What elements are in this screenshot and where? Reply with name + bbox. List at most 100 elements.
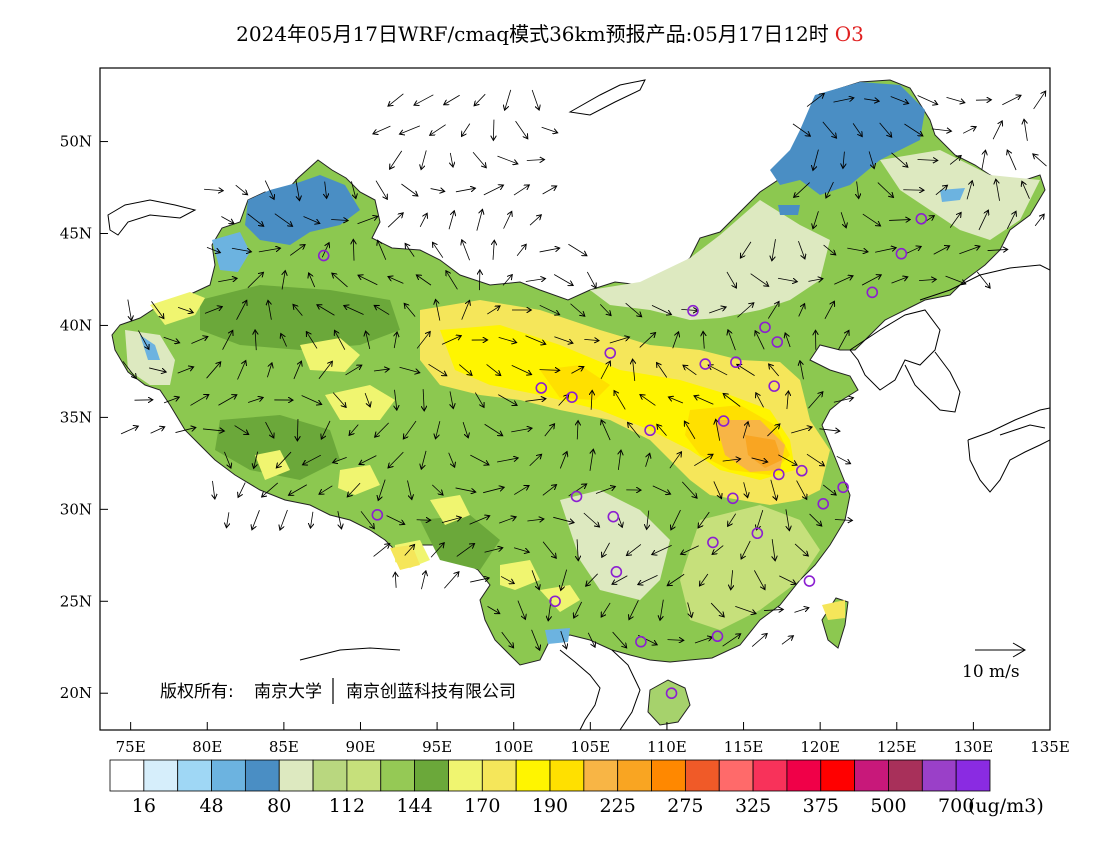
wind-vector — [212, 480, 214, 499]
wind-vector — [309, 273, 316, 288]
wind-vector — [584, 339, 599, 340]
wind-vector — [444, 94, 460, 104]
city-marker — [795, 464, 808, 477]
wind-vector — [531, 629, 540, 650]
colorbar-swatch — [752, 759, 788, 792]
wind-vector — [933, 246, 950, 255]
city-marker — [687, 304, 699, 317]
wind-vector — [318, 361, 332, 379]
lon-tick-label: 100E — [494, 738, 534, 756]
wind-vector — [357, 216, 378, 225]
wind-vector — [541, 126, 558, 133]
wind-vector — [234, 425, 249, 435]
wind-vector — [497, 458, 518, 463]
wind-vector — [177, 367, 194, 374]
wind-vector — [289, 484, 307, 496]
wind-vector — [798, 304, 805, 317]
wind-vector — [470, 578, 489, 583]
wind-vector — [570, 303, 585, 317]
wind-vector — [190, 395, 208, 406]
wind-vector — [833, 98, 853, 103]
wind-vector — [262, 482, 279, 497]
wind-vector — [764, 609, 783, 610]
wind-vector — [667, 573, 685, 586]
wind-vector — [441, 517, 461, 524]
wind-vector — [282, 271, 285, 290]
city-marker — [570, 490, 583, 503]
wind-vector — [390, 150, 403, 169]
wind-vector — [716, 419, 721, 441]
wind-vector — [531, 89, 539, 110]
lat-tick-label: 50N — [60, 133, 92, 151]
wind-vector — [561, 569, 568, 591]
wind-vector — [794, 182, 810, 198]
wind-vector — [946, 96, 965, 102]
wind-vector — [794, 608, 808, 613]
wind-vector — [819, 429, 839, 431]
wind-vector — [824, 301, 834, 320]
wind-vector — [1007, 150, 1017, 171]
wind-vector — [722, 459, 741, 461]
colorbar-unit: (ug/m3) — [968, 795, 1044, 817]
city-marker — [371, 509, 384, 521]
wind-vector — [601, 602, 611, 617]
wind-vector — [516, 244, 526, 256]
wind-vector — [319, 485, 333, 494]
lon-tick-label: 130E — [954, 738, 994, 756]
wind-vector — [935, 185, 948, 196]
wind-vector — [777, 277, 797, 281]
wind-vector — [274, 213, 293, 227]
wind-vector — [483, 185, 504, 196]
wind-vector — [421, 450, 427, 469]
wind-vector — [625, 302, 642, 317]
wind-vector — [394, 332, 397, 349]
wind-vector — [497, 155, 517, 164]
wind-vector — [517, 600, 525, 620]
wind-vector — [966, 181, 972, 200]
wind-vector — [638, 575, 658, 584]
neighbor-borders — [107, 79, 1050, 730]
colorbar-swatch — [109, 759, 145, 792]
wind-vector — [430, 189, 445, 192]
wind-vector — [419, 213, 427, 227]
wind-vector — [591, 390, 592, 410]
wind-vector — [1033, 154, 1047, 167]
wind-vector — [905, 246, 921, 254]
wind-vector — [331, 219, 348, 220]
wind-vector — [864, 99, 879, 101]
wind-vector — [996, 179, 1000, 201]
wind-vector — [484, 423, 503, 435]
wind-vector — [756, 393, 764, 408]
wind-vector — [150, 427, 165, 434]
wind-vector — [444, 572, 459, 589]
wind-vector — [345, 365, 362, 376]
wind-vector — [708, 365, 728, 376]
wind-vector — [600, 361, 610, 380]
wind-vector — [740, 241, 752, 258]
wind-vector — [360, 511, 374, 528]
wind-vector — [332, 392, 346, 408]
title-text: 2024年05月17日WRF/cmaq模式36km预报产品:05月17日12时 — [236, 22, 829, 46]
colorbar-label: 375 — [803, 795, 839, 817]
copyright-prefix: 版权所有: — [160, 682, 234, 702]
wind-vector — [755, 331, 765, 350]
wind-vector — [823, 244, 836, 255]
wind-vector — [741, 540, 751, 559]
wind-vector — [175, 427, 195, 433]
wind-vector — [247, 213, 264, 226]
wind-vector — [446, 271, 458, 290]
wind-vector — [981, 150, 986, 170]
latitude-axis: 50N 45N 40N 35N 30N 25N 20N — [60, 133, 108, 702]
wind-vector — [388, 277, 404, 284]
wind-vector — [574, 601, 582, 618]
colorbar-swatch — [820, 759, 856, 792]
wind-vector — [681, 481, 697, 498]
wind-vector — [295, 179, 300, 200]
wind-vector — [204, 307, 222, 314]
wind-vector — [122, 361, 136, 378]
wind-vector — [163, 336, 180, 343]
wind-vector — [904, 123, 922, 136]
colorbar-label: 225 — [600, 795, 636, 817]
wind-vector — [404, 303, 416, 317]
wind-vector — [539, 370, 560, 371]
